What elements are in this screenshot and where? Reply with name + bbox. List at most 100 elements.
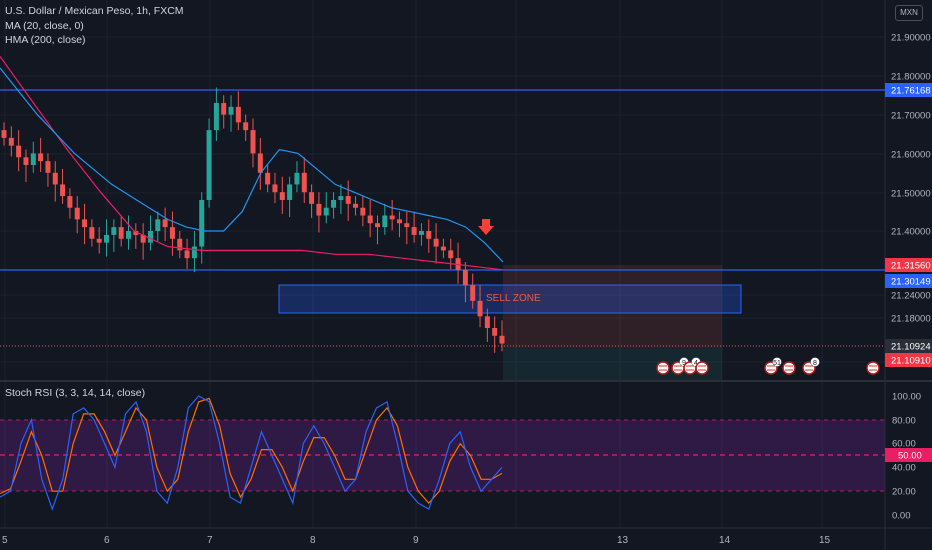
candle-body xyxy=(338,196,344,200)
stop-loss-zone[interactable] xyxy=(503,265,722,347)
time-tick-label: 15 xyxy=(819,535,831,546)
price-markers: 21.76168 21.31560 21.30149 21.10924 21.10910 xyxy=(885,83,932,367)
candle-body xyxy=(147,231,153,243)
candle-body xyxy=(45,161,51,173)
candle-body xyxy=(382,215,388,228)
price-tick-label: 21.18000 xyxy=(891,314,931,325)
candle-body xyxy=(213,102,219,131)
candle-body xyxy=(235,106,241,123)
rsi-tick-label: 60.00 xyxy=(892,439,916,450)
hma-indicator-label[interactable]: HMA (200, close) xyxy=(5,34,86,46)
candle-body xyxy=(462,269,468,286)
sell-zone-box[interactable] xyxy=(278,284,742,314)
event-count-badge xyxy=(772,357,782,367)
price-tick-label: 21.40000 xyxy=(891,227,931,238)
candle-body xyxy=(367,215,373,224)
price-marker-label: 21.31560 xyxy=(891,261,931,272)
time-tick-label: 9 xyxy=(413,535,419,546)
candle-body xyxy=(257,153,263,173)
price-tick-label: 21.24000 xyxy=(891,291,931,302)
stoch-rsi-label[interactable]: Stoch RSI (3, 3, 14, 14, close) xyxy=(5,387,146,399)
candle-body xyxy=(323,207,329,216)
symbol-title[interactable]: U.S. Dollar / Mexican Peso, 1h, FXCM xyxy=(5,5,184,17)
event-count-label: 51 xyxy=(773,360,781,367)
price-tick-label: 21.80000 xyxy=(891,72,931,83)
grid-lines xyxy=(0,0,885,528)
rsi-current-badge xyxy=(885,448,932,462)
candle-body xyxy=(177,238,183,251)
candle-body xyxy=(16,145,22,158)
time-tick-label: 6 xyxy=(104,535,110,546)
event-count-label: 4 xyxy=(694,360,698,367)
candle-body xyxy=(169,227,175,239)
candle-body xyxy=(470,285,476,301)
candle-body xyxy=(52,172,58,185)
candle-body xyxy=(67,196,73,208)
candle-body xyxy=(30,153,36,166)
time-tick-label: 13 xyxy=(617,535,629,546)
candle-body xyxy=(484,316,490,328)
time-axis[interactable]: 5678912131415 xyxy=(2,532,831,546)
candle-body xyxy=(396,219,402,224)
candle-body xyxy=(250,130,256,154)
price-marker-badge xyxy=(885,258,932,272)
ma-indicator-label[interactable]: MA (20, close, 0) xyxy=(5,20,84,32)
rsi-tick-label: 100.00 xyxy=(892,392,921,403)
candle-body xyxy=(184,250,190,259)
rsi-tick-label: 20.00 xyxy=(892,487,916,498)
currency-badge[interactable]: MXN xyxy=(895,5,923,21)
candle-body xyxy=(309,192,315,204)
candle-body xyxy=(331,199,337,208)
candle-body xyxy=(8,137,14,146)
time-tick-label: 14 xyxy=(719,535,731,546)
price-axis[interactable]: 21.90000 21.80000 21.70000 21.60000 21.50000… xyxy=(891,33,931,369)
price-marker-label: 21.10924 xyxy=(891,342,931,353)
economic-events[interactable]: 9 4 51 8 xyxy=(656,357,880,375)
candle-body xyxy=(440,246,446,251)
candle-body xyxy=(316,203,322,216)
time-tick-label: 7 xyxy=(207,535,213,546)
rsi-current-label: 50.00 xyxy=(898,451,922,462)
time-tick-label: 8 xyxy=(310,535,316,546)
candle-body xyxy=(38,153,44,162)
us-flag-icon xyxy=(656,361,670,375)
candle-body xyxy=(96,238,102,243)
candle-body xyxy=(126,231,131,239)
candle-body xyxy=(133,231,139,235)
price-tick-label: 21.70000 xyxy=(891,111,931,122)
event-count-badge xyxy=(810,357,820,367)
candle-body xyxy=(499,335,505,344)
us-flag-icon xyxy=(782,361,796,375)
time-current-bg xyxy=(508,532,526,546)
price-tick-label: 21.60000 xyxy=(891,150,931,161)
candle-body xyxy=(199,199,205,247)
us-flag-icon xyxy=(695,361,709,375)
candle-body xyxy=(104,234,110,243)
price-marker-label: 21.10910 xyxy=(891,356,931,367)
time-tick-label: 5 xyxy=(2,535,8,546)
price-tick-label: 21.90000 xyxy=(891,33,931,44)
price-marker-badge xyxy=(885,274,932,288)
candle-body xyxy=(23,157,29,166)
price-marker-label: 21.30149 xyxy=(891,277,931,288)
rsi-tick-label: 40.00 xyxy=(892,463,916,474)
stoch-rsi-d-line xyxy=(0,397,503,505)
candle-body xyxy=(389,215,395,220)
candle-body xyxy=(279,192,285,200)
candle-body xyxy=(345,196,351,204)
candle-body xyxy=(118,227,124,239)
candle-body xyxy=(426,231,432,239)
sell-zone-label: SELL ZONE xyxy=(486,293,541,304)
candle-body xyxy=(433,238,439,247)
price-marker-badge xyxy=(885,353,932,367)
stoch-rsi-axis[interactable]: 100.00 80.00 60.00 40.00 20.00 0.00 50.00 xyxy=(885,392,932,522)
candle-body xyxy=(140,234,146,243)
candle-body xyxy=(74,207,80,220)
candle-body xyxy=(191,246,197,259)
candle-body xyxy=(492,328,498,336)
us-flag-icon xyxy=(866,361,880,375)
candle-body xyxy=(411,227,417,235)
candle-body xyxy=(206,130,212,200)
candle-body xyxy=(1,130,7,138)
